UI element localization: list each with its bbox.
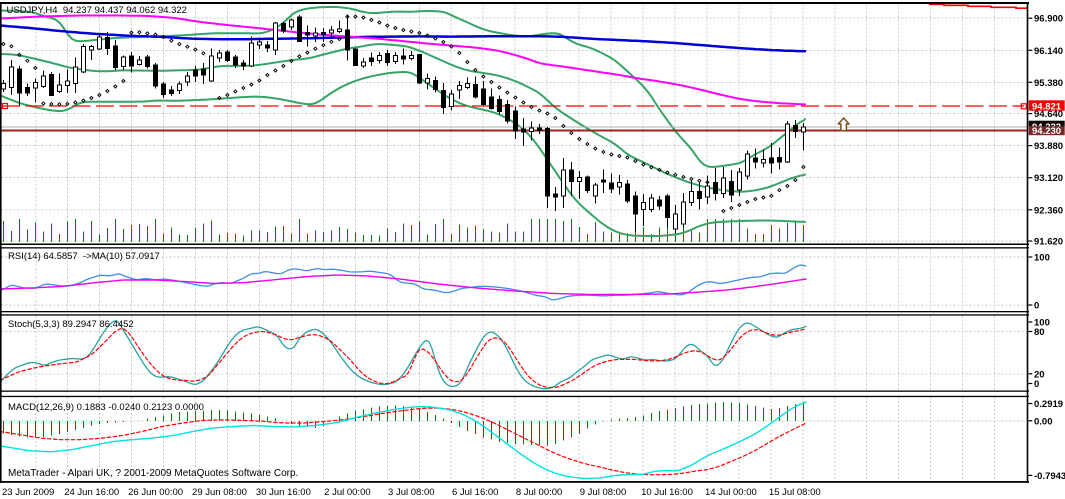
svg-text:2 Jul 00:00: 2 Jul 00:00 bbox=[324, 487, 370, 498]
svg-text:92.360: 92.360 bbox=[1034, 205, 1063, 216]
svg-text:95.380: 95.380 bbox=[1034, 78, 1063, 89]
svg-text:USDJPY,H4 94.237 94.437 94.06: USDJPY,H4 94.237 94.437 94.062 94.322 bbox=[7, 5, 187, 16]
svg-text:100: 100 bbox=[1034, 253, 1050, 264]
svg-text:10 Jul 16:00: 10 Jul 16:00 bbox=[641, 487, 693, 498]
svg-text:0: 0 bbox=[1034, 379, 1039, 390]
svg-text:14 Jul 00:00: 14 Jul 00:00 bbox=[705, 487, 757, 498]
svg-text:6 Jul 16:00: 6 Jul 16:00 bbox=[452, 487, 498, 498]
svg-text:93.120: 93.120 bbox=[1034, 173, 1063, 184]
svg-text:29 Jun 08:00: 29 Jun 08:00 bbox=[192, 487, 247, 498]
svg-text:MACD(12,26,9) 0.1883 -0.0240 0: MACD(12,26,9) 0.1883 -0.0240 0.2123 0.00… bbox=[8, 402, 204, 413]
svg-text:96.140: 96.140 bbox=[1034, 46, 1063, 57]
svg-text:-0.7943: -0.7943 bbox=[1034, 471, 1065, 482]
svg-text:24 Jun 16:00: 24 Jun 16:00 bbox=[64, 487, 119, 498]
svg-text:3 Jul 08:00: 3 Jul 08:00 bbox=[388, 487, 434, 498]
svg-text:20: 20 bbox=[1034, 369, 1045, 380]
svg-text:8 Jul 00:00: 8 Jul 00:00 bbox=[516, 487, 562, 498]
svg-text:93.880: 93.880 bbox=[1034, 141, 1063, 152]
svg-text:91.620: 91.620 bbox=[1034, 237, 1063, 248]
svg-text:9 Jul 08:00: 9 Jul 08:00 bbox=[580, 487, 626, 498]
svg-text:26 Jun 00:00: 26 Jun 00:00 bbox=[128, 487, 183, 498]
svg-text:96.900: 96.900 bbox=[1034, 14, 1063, 25]
svg-text:0: 0 bbox=[1034, 301, 1039, 312]
svg-text:94.640: 94.640 bbox=[1034, 109, 1063, 120]
svg-text:80: 80 bbox=[1034, 327, 1045, 338]
svg-text:94.821: 94.821 bbox=[1032, 101, 1062, 112]
svg-text:94.233: 94.233 bbox=[1032, 122, 1061, 133]
svg-text:94.230: 94.230 bbox=[1032, 126, 1061, 137]
svg-text:0.00: 0.00 bbox=[1034, 416, 1053, 427]
svg-text:100: 100 bbox=[1034, 318, 1050, 329]
svg-text:23 Jun 2009: 23 Jun 2009 bbox=[2, 487, 54, 498]
svg-text:Stoch(5,3,3) 89.2947 86.4452: Stoch(5,3,3) 89.2947 86.4452 bbox=[8, 319, 134, 330]
svg-text:MetaTrader - Alpari UK, ? 2001: MetaTrader - Alpari UK, ? 2001-2009 Meta… bbox=[8, 468, 298, 479]
svg-text:15 Jul 08:00: 15 Jul 08:00 bbox=[769, 487, 821, 498]
svg-text:30 Jun 16:00: 30 Jun 16:00 bbox=[256, 487, 311, 498]
svg-text:0.2919: 0.2919 bbox=[1034, 399, 1063, 410]
svg-text:RSI(14) 64.5857 ->MA(10) 57.0: RSI(14) 64.5857 ->MA(10) 57.0917 bbox=[8, 251, 160, 262]
